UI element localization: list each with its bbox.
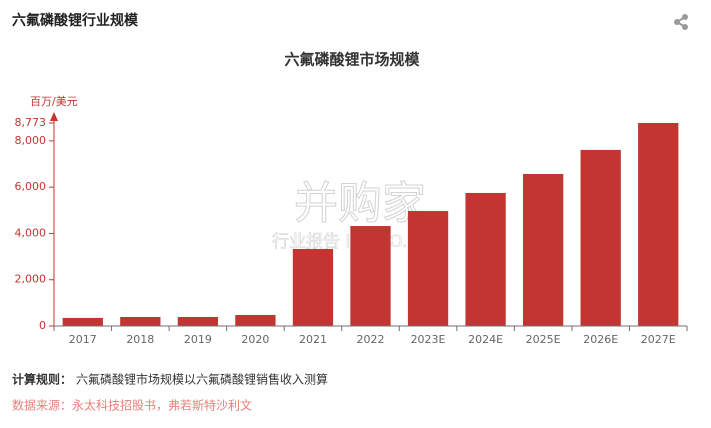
x-tick-label: 2025E (526, 333, 561, 346)
y-axis-label: 百万/美元 (30, 95, 78, 108)
watermark-brand: 并购家 (294, 178, 426, 229)
bar (350, 226, 391, 326)
y-tick-label: 4,000 (15, 226, 47, 239)
x-tick-label: 2019 (184, 333, 212, 346)
bar (580, 149, 621, 326)
y-tick-label: 6,000 (15, 180, 47, 193)
y-tick-label: 8,773 (15, 116, 47, 129)
bar (522, 173, 564, 326)
x-tick-label: 2024E (468, 333, 503, 346)
bar (292, 248, 334, 326)
y-tick-label: 8,000 (15, 134, 47, 147)
x-tick-label: 2018 (126, 333, 154, 346)
header-title: 六氟磷酸锂行业规模 (12, 12, 139, 29)
chart-title: 六氟磷酸锂市场规模 (284, 51, 420, 69)
x-tick-label: 2021 (299, 333, 327, 346)
x-tick-label: 2020 (241, 333, 269, 346)
footer-rule-label: 计算规则： (12, 372, 72, 387)
y-tick-label: 2,000 (15, 273, 47, 286)
x-tick-label: 2017 (69, 333, 97, 346)
x-tick-label: 2023E (411, 333, 446, 346)
footer-source: 数据来源：永太科技招股书，弗若斯特沙利文 (12, 398, 252, 413)
x-tick-label: 2027E (641, 333, 676, 346)
bar (638, 123, 679, 326)
x-tick-label: 2022 (357, 333, 385, 346)
bar (62, 317, 103, 326)
bar (120, 316, 161, 326)
y-tick-label: 0 (39, 319, 46, 332)
bar (235, 315, 276, 326)
share-icon[interactable] (674, 14, 688, 30)
footer-rule: 六氟磷酸锂市场规模以六氟磷酸锂销售收入测算 (76, 372, 328, 387)
bar (465, 192, 506, 326)
bar (407, 210, 449, 326)
y-axis-arrow (50, 112, 58, 121)
x-tick-label: 2026E (583, 333, 618, 346)
bar (177, 316, 219, 326)
